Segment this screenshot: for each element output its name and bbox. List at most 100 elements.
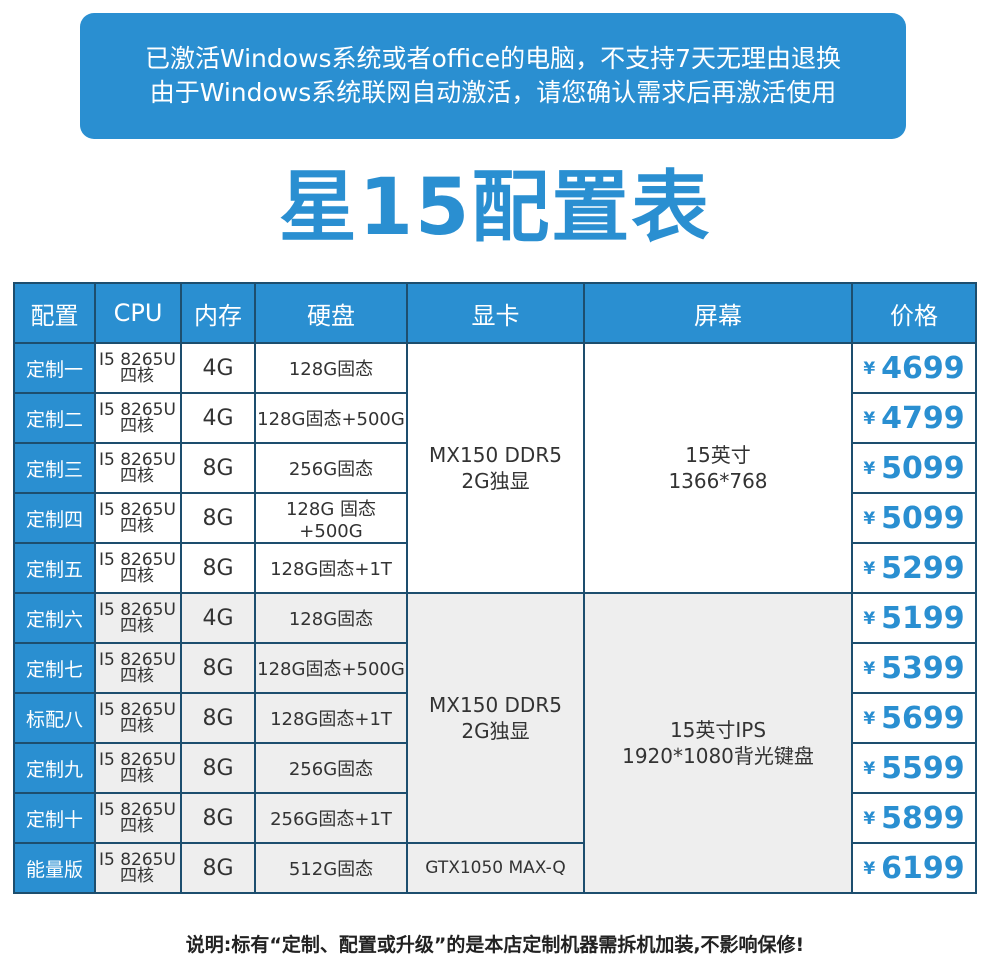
- cpu-cell: I5 8265U 四核: [94, 742, 182, 794]
- currency-symbol: ¥: [863, 709, 876, 729]
- price-cell: ¥5599: [851, 742, 977, 794]
- price-value: 5299: [881, 550, 965, 586]
- screen-cell-group-2: 15英寸IPS 1920*1080背光键盘: [583, 592, 853, 894]
- cpu-model: I5 8265U: [99, 400, 176, 420]
- header-memory: 内存: [180, 282, 256, 344]
- cpu-cores: 四核: [120, 716, 154, 736]
- cpu-model: I5 8265U: [99, 850, 176, 870]
- price-cell: ¥5399: [851, 642, 977, 694]
- currency-symbol: ¥: [863, 509, 876, 529]
- currency-symbol: ¥: [863, 809, 876, 829]
- table-row: 标配八 I5 8265U 四核 8G 128G固态+1T ¥5699: [13, 692, 977, 744]
- price-cell: ¥5099: [851, 442, 977, 494]
- config-name: 定制四: [13, 492, 96, 544]
- price-value: 4799: [881, 400, 965, 436]
- cpu-cell: I5 8265U 四核: [94, 392, 182, 444]
- cpu-model: I5 8265U: [99, 800, 176, 820]
- header-cpu: CPU: [94, 282, 182, 344]
- cpu-cell: I5 8265U 四核: [94, 342, 182, 394]
- memory-cell: 8G: [180, 842, 256, 894]
- cpu-cores: 四核: [120, 816, 154, 836]
- table-row: 定制六 I5 8265U 四核 4G 128G固态 MX150 DDR5 2G独显 …: [13, 592, 977, 894]
- header-screen: 屏幕: [583, 282, 853, 344]
- cpu-cores: 四核: [120, 416, 154, 436]
- currency-symbol: ¥: [863, 759, 876, 779]
- memory-cell: 8G: [180, 542, 256, 594]
- currency-symbol: ¥: [863, 659, 876, 679]
- disk-cell: 256G固态: [254, 442, 408, 494]
- memory-cell: 8G: [180, 742, 256, 794]
- price-cell: ¥5699: [851, 692, 977, 744]
- memory-cell: 4G: [180, 342, 256, 394]
- memory-cell: 8G: [180, 442, 256, 494]
- screen-size: 15英寸: [685, 443, 751, 467]
- price-value: 5699: [881, 700, 965, 736]
- cpu-model: I5 8265U: [99, 700, 176, 720]
- cpu-cores: 四核: [120, 866, 154, 886]
- screen-size: 15英寸IPS: [669, 718, 767, 742]
- cpu-cores: 四核: [120, 616, 154, 636]
- price-value: 5199: [881, 600, 965, 636]
- price-value: 5599: [881, 750, 965, 786]
- header-gpu: 显卡: [406, 282, 585, 344]
- gpu-cell-last: GTX1050 MAX-Q: [406, 842, 585, 894]
- cpu-model: I5 8265U: [99, 350, 176, 370]
- price-value: 5099: [881, 500, 965, 536]
- cpu-cell: I5 8265U 四核: [94, 592, 182, 644]
- table-row: 定制七 I5 8265U 四核 8G 128G固态+500G ¥5399: [13, 642, 977, 694]
- gpu-model: MX150 DDR5: [429, 693, 562, 717]
- screen-cell-group-1: 15英寸 1366*768: [583, 342, 853, 594]
- cpu-cell: I5 8265U 四核: [94, 692, 182, 744]
- config-name: 定制十: [13, 792, 96, 844]
- cpu-cores: 四核: [120, 766, 154, 786]
- disk-cell: 128G 固态+500G: [254, 492, 408, 544]
- screen-resolution: 1920*1080背光键盘: [622, 744, 814, 768]
- disk-cell: 128G固态+500G: [254, 642, 408, 694]
- price-value: 5099: [881, 450, 965, 486]
- cpu-cell: I5 8265U 四核: [94, 542, 182, 594]
- cpu-cores: 四核: [120, 666, 154, 686]
- currency-symbol: ¥: [863, 859, 876, 879]
- config-name: 定制三: [13, 442, 96, 494]
- table-row: 定制四 I5 8265U 四核 8G 128G 固态+500G ¥5099: [13, 492, 977, 544]
- disk-cell: 128G固态+1T: [254, 692, 408, 744]
- config-name: 定制二: [13, 392, 96, 444]
- price-value: 5899: [881, 800, 965, 836]
- table-row: 定制一 I5 8265U 四核 4G 128G固态 MX150 DDR5 2G独显 …: [13, 342, 977, 594]
- table-row: 定制九 I5 8265U 四核 8G 256G固态 ¥5599: [13, 742, 977, 794]
- table-row: 能量版 I5 8265U 四核 8G 512G固态 GTX1050 MAX-Q ¥…: [13, 842, 977, 894]
- price-cell: ¥5299: [851, 542, 977, 594]
- disk-cell: 128G固态: [254, 592, 408, 644]
- config-name: 定制六: [13, 592, 96, 644]
- currency-symbol: ¥: [863, 609, 876, 629]
- table-row: 定制五 I5 8265U 四核 8G 128G固态+1T ¥5299: [13, 542, 977, 594]
- notice-line-1: 已激活Windows系统或者office的电脑，不支持7天无理由退换: [144, 44, 842, 73]
- cpu-cell: I5 8265U 四核: [94, 442, 182, 494]
- table-row: 定制十 I5 8265U 四核 8G 256G固态+1T ¥5899: [13, 792, 977, 844]
- config-table: 配置 CPU 内存 硬盘 显卡 屏幕 价格 定制一 I5 8265U 四核 4G …: [13, 282, 977, 894]
- memory-cell: 8G: [180, 492, 256, 544]
- config-name: 能量版: [13, 842, 96, 894]
- memory-cell: 8G: [180, 692, 256, 744]
- currency-symbol: ¥: [863, 459, 876, 479]
- gpu-cell-group-2: MX150 DDR5 2G独显: [406, 592, 585, 844]
- table-row: 定制二 I5 8265U 四核 4G 128G固态+500G ¥4799: [13, 392, 977, 444]
- memory-cell: 4G: [180, 392, 256, 444]
- config-name: 定制九: [13, 742, 96, 794]
- gpu-memory: 2G独显: [461, 469, 530, 493]
- cpu-cores: 四核: [120, 466, 154, 486]
- cpu-cores: 四核: [120, 566, 154, 586]
- price-cell: ¥4699: [851, 342, 977, 394]
- price-value: 5399: [881, 650, 965, 686]
- cpu-model: I5 8265U: [99, 600, 176, 620]
- gpu-model: MX150 DDR5: [429, 443, 562, 467]
- header-price: 价格: [851, 282, 977, 344]
- cpu-cores: 四核: [120, 366, 154, 386]
- cpu-cores: 四核: [120, 516, 154, 536]
- price-value: 4699: [881, 350, 965, 386]
- cpu-model: I5 8265U: [99, 500, 176, 520]
- cpu-cell: I5 8265U 四核: [94, 792, 182, 844]
- disk-cell: 128G固态+500G: [254, 392, 408, 444]
- price-cell: ¥5899: [851, 792, 977, 844]
- config-name: 标配八: [13, 692, 96, 744]
